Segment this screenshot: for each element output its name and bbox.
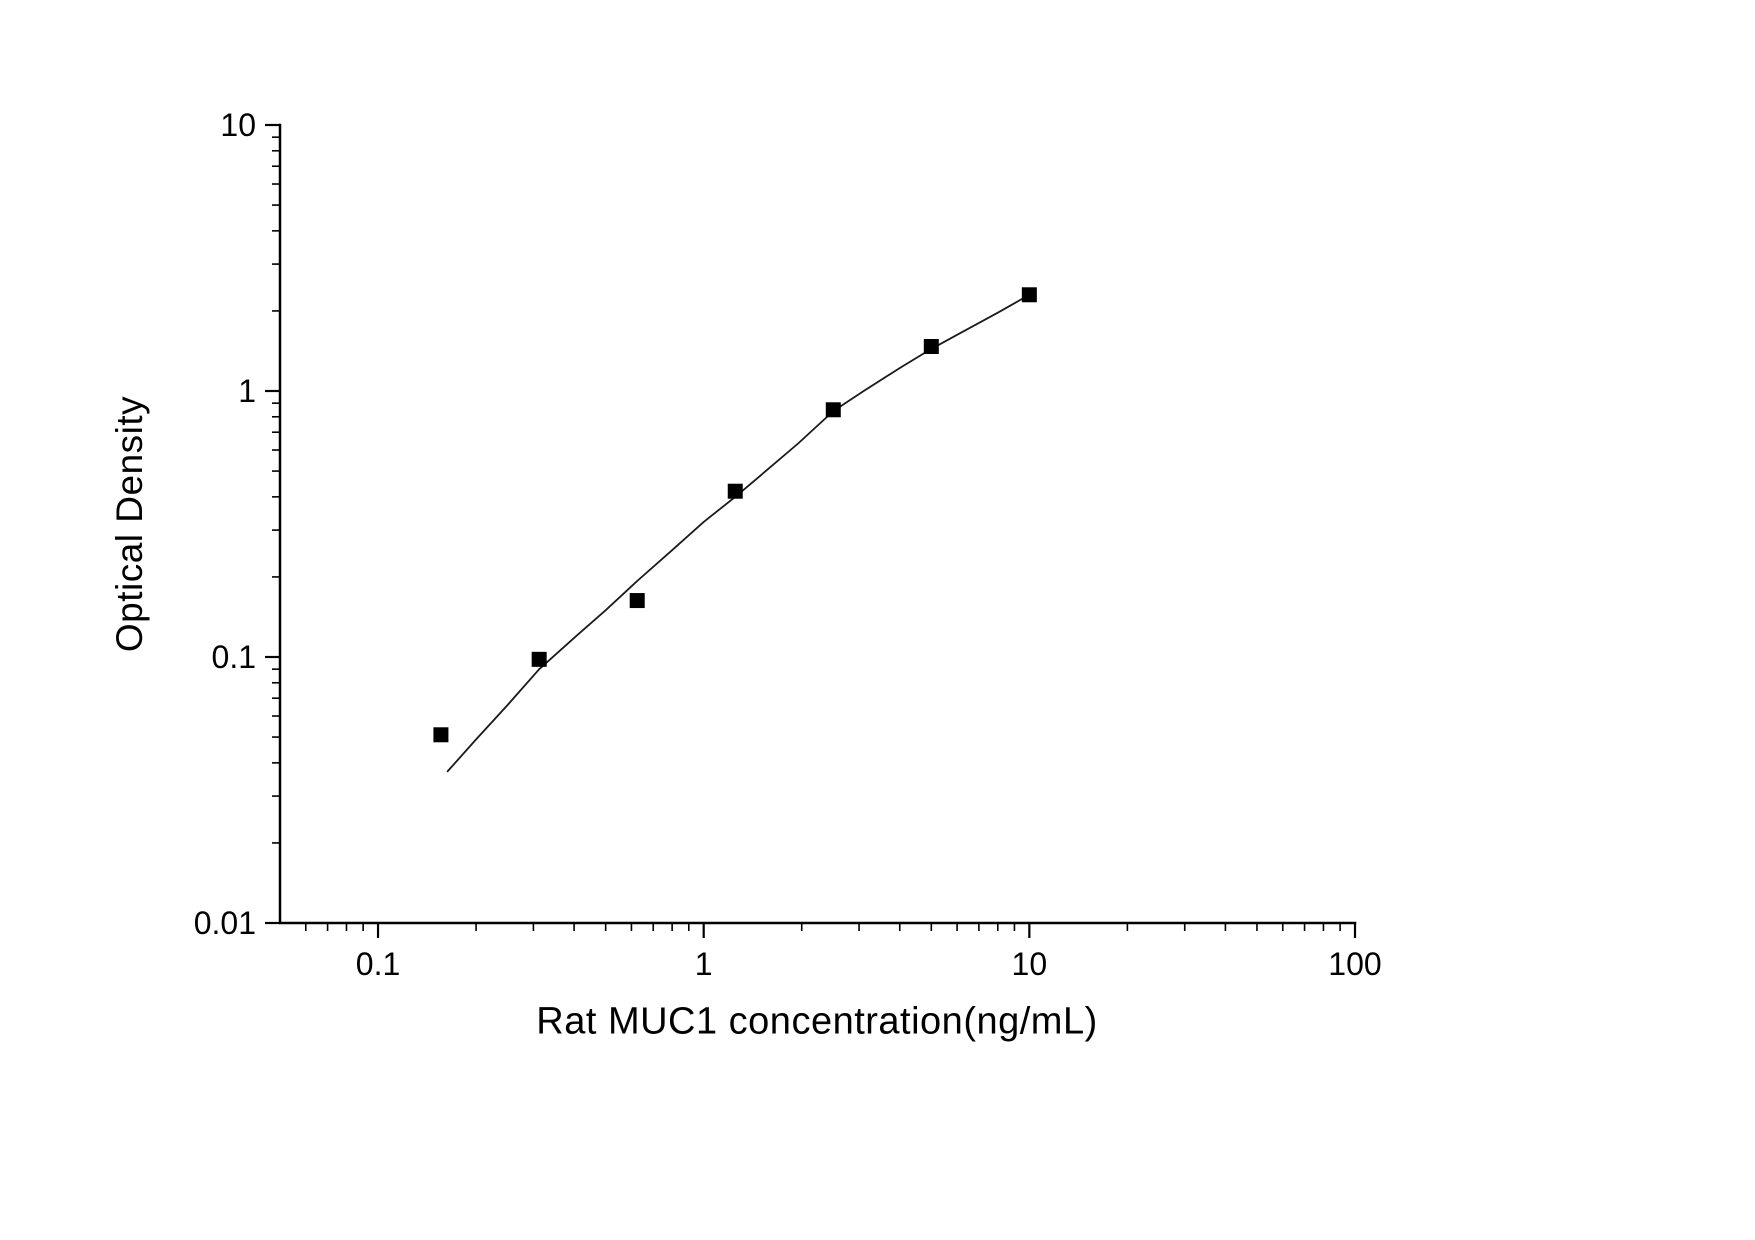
x-axis-title: Rat MUC1 concentration(ng/mL) [536,1000,1098,1043]
data-point-marker [629,593,645,609]
y-tick-label: 0.1 [212,639,256,675]
y-tick-label: 10 [220,107,256,143]
x-tick-label: 100 [1328,946,1381,982]
x-tick-label: 0.1 [356,946,400,982]
fit-curve [446,294,1030,773]
data-point-marker [1021,287,1037,303]
x-tick-label: 10 [1012,946,1048,982]
data-point-marker [433,727,449,743]
y-tick-label: 0.01 [194,905,256,941]
data-point-marker [531,651,547,667]
data-point-marker [825,402,841,418]
y-tick-label: 1 [238,373,256,409]
data-point-marker [923,338,939,354]
axes-frame [278,123,1357,925]
y-axis-title: Optical Density [109,395,150,653]
data-point-marker [727,483,743,499]
x-tick-label: 1 [695,946,713,982]
